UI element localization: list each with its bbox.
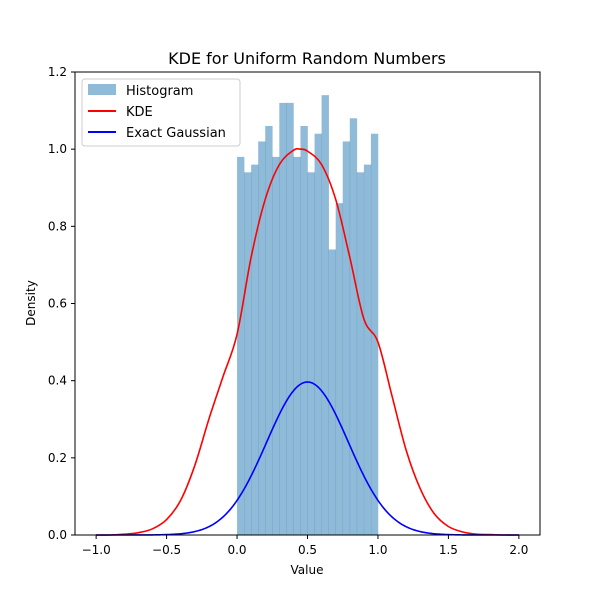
histogram-bar: [258, 141, 266, 535]
histogram-bar: [286, 102, 294, 535]
chart-title: KDE for Uniform Random Numbers: [168, 49, 446, 68]
x-tick-label: 1.5: [439, 543, 458, 557]
histogram-bar: [356, 172, 365, 536]
legend-box: [81, 78, 241, 147]
histogram-bar: [349, 118, 358, 536]
histogram-bar: [328, 249, 336, 535]
histogram-bar: [314, 133, 322, 535]
y-tick-label: 0.8: [48, 219, 67, 233]
plot-area: [96, 95, 519, 536]
x-tick-label: 0.0: [227, 543, 246, 557]
y-tick-label: 1.0: [48, 142, 67, 156]
y-tick-label: 0.4: [48, 374, 67, 388]
histogram-bar: [237, 156, 245, 535]
histogram-bar: [279, 102, 287, 535]
legend-label-histogram: Histogram: [126, 84, 193, 99]
legend-swatch-histogram: [88, 84, 116, 95]
y-axis: 0.0 0.2 0.4 0.6 0.8 1.0 1.2: [48, 65, 75, 542]
histogram-bar: [244, 172, 252, 536]
x-tick-label: 0.5: [298, 543, 317, 557]
x-axis: −1.0 −0.5 0.0 0.5 1.0 1.5 2.0: [82, 535, 528, 557]
y-tick-label: 0.0: [48, 528, 67, 542]
histogram-bar: [342, 141, 351, 535]
legend: Histogram KDE Exact Gaussian: [81, 78, 241, 147]
histogram-bar: [265, 126, 273, 536]
histogram-bars: [237, 95, 379, 536]
x-tick-label: 2.0: [509, 543, 528, 557]
legend-label-kde: KDE: [126, 105, 153, 120]
x-tick-label: −1.0: [82, 543, 111, 557]
y-tick-label: 1.2: [48, 65, 67, 79]
kde-line: [96, 147, 519, 536]
y-tick-label: 0.6: [48, 297, 67, 311]
histogram-bar: [272, 156, 280, 535]
y-axis-label: Density: [24, 280, 38, 326]
histogram-bar: [251, 164, 259, 535]
y-tick-label: 0.2: [48, 451, 67, 465]
legend-label-exact-gaussian: Exact Gaussian: [126, 126, 226, 141]
histogram-bar: [335, 203, 344, 535]
histogram-bar: [363, 164, 372, 535]
histogram-bar: [307, 172, 315, 536]
histogram-bar: [293, 156, 301, 535]
x-tick-label: 1.0: [368, 543, 387, 557]
x-axis-label: Value: [291, 563, 324, 577]
histogram-bar: [300, 126, 308, 536]
x-tick-label: −0.5: [152, 543, 181, 557]
histogram-bar: [321, 95, 329, 536]
